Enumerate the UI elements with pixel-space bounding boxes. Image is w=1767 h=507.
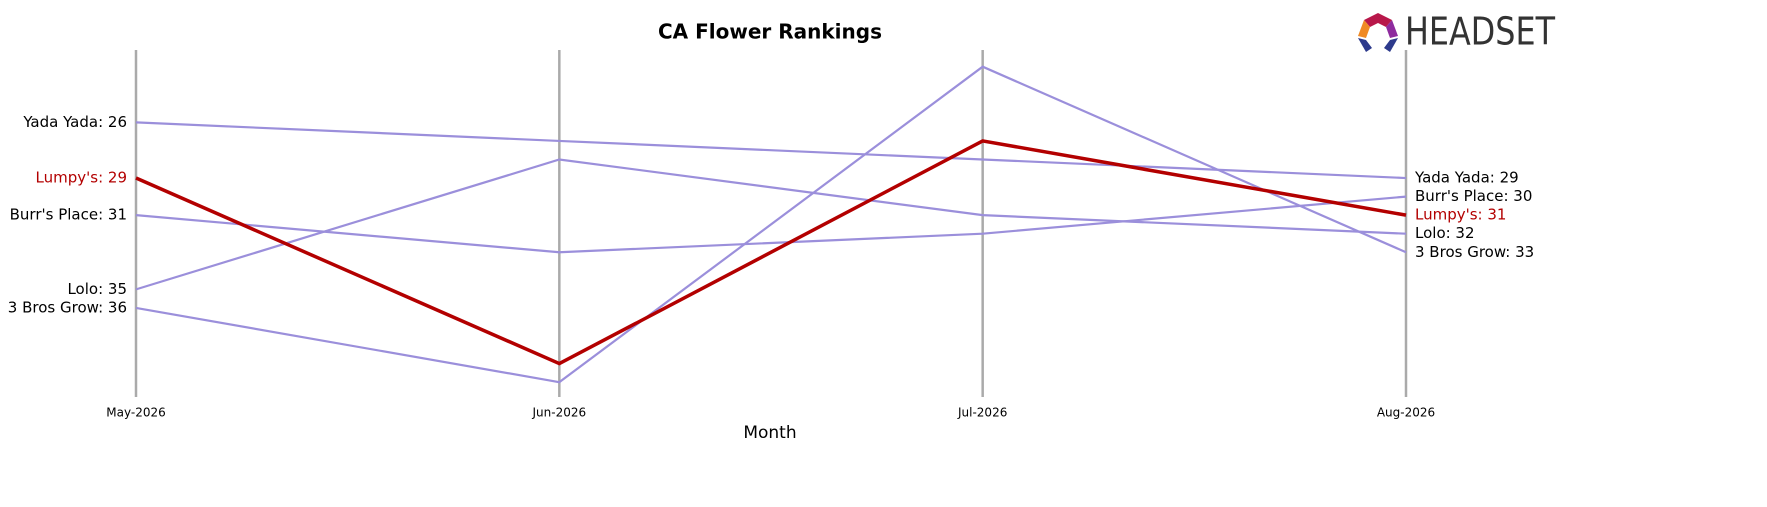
logo: HEADSET <box>1358 10 1556 54</box>
logo-shape <box>1364 13 1392 27</box>
value-label: Lumpy's: 29 <box>36 169 127 187</box>
x-tick-label: May-2026 <box>106 406 165 420</box>
series-line <box>135 139 1407 366</box>
x-tick-label: Jul-2026 <box>957 406 1007 420</box>
value-label: Lumpy's: 31 <box>1415 206 1506 224</box>
series-line <box>135 121 1407 180</box>
value-label: Burr's Place: 31 <box>10 206 127 224</box>
value-label: Yada Yada: 29 <box>1414 169 1519 187</box>
series: Yada Yada: 26 Yada Yada: 29 <box>22 113 1518 187</box>
series-line <box>135 65 1407 384</box>
x-tick-label: Jun-2026 <box>532 406 587 420</box>
series: Lolo: 35 Lolo: 32 <box>67 158 1475 298</box>
logo-shape <box>1386 20 1398 38</box>
series-line <box>135 158 1407 291</box>
value-label: Yada Yada: 26 <box>22 113 127 131</box>
value-label: Burr's Place: 30 <box>1415 187 1532 205</box>
logo-shape <box>1358 38 1372 52</box>
logo-text: HEADSET <box>1405 10 1556 54</box>
series: 3 Bros Grow: 36 3 Bros Grow: 33 <box>8 65 1534 384</box>
value-label: 3 Bros Grow: 36 <box>8 298 127 316</box>
chart-title: CA Flower Rankings <box>658 20 882 44</box>
value-label: 3 Bros Grow: 33 <box>1415 243 1534 261</box>
logo-shape <box>1358 20 1370 38</box>
x-axis-label: Month <box>743 423 796 443</box>
value-label: Lolo: 32 <box>1415 224 1475 242</box>
logo-shape <box>1384 38 1398 52</box>
value-label: Lolo: 35 <box>67 280 127 298</box>
series: Lumpy's: 29 Lumpy's: 31 <box>36 139 1506 366</box>
series: Burr's Place: 31 Burr's Place: 30 <box>10 187 1532 254</box>
x-tick-label: Aug-2026 <box>1377 406 1435 420</box>
series-line <box>135 195 1407 254</box>
